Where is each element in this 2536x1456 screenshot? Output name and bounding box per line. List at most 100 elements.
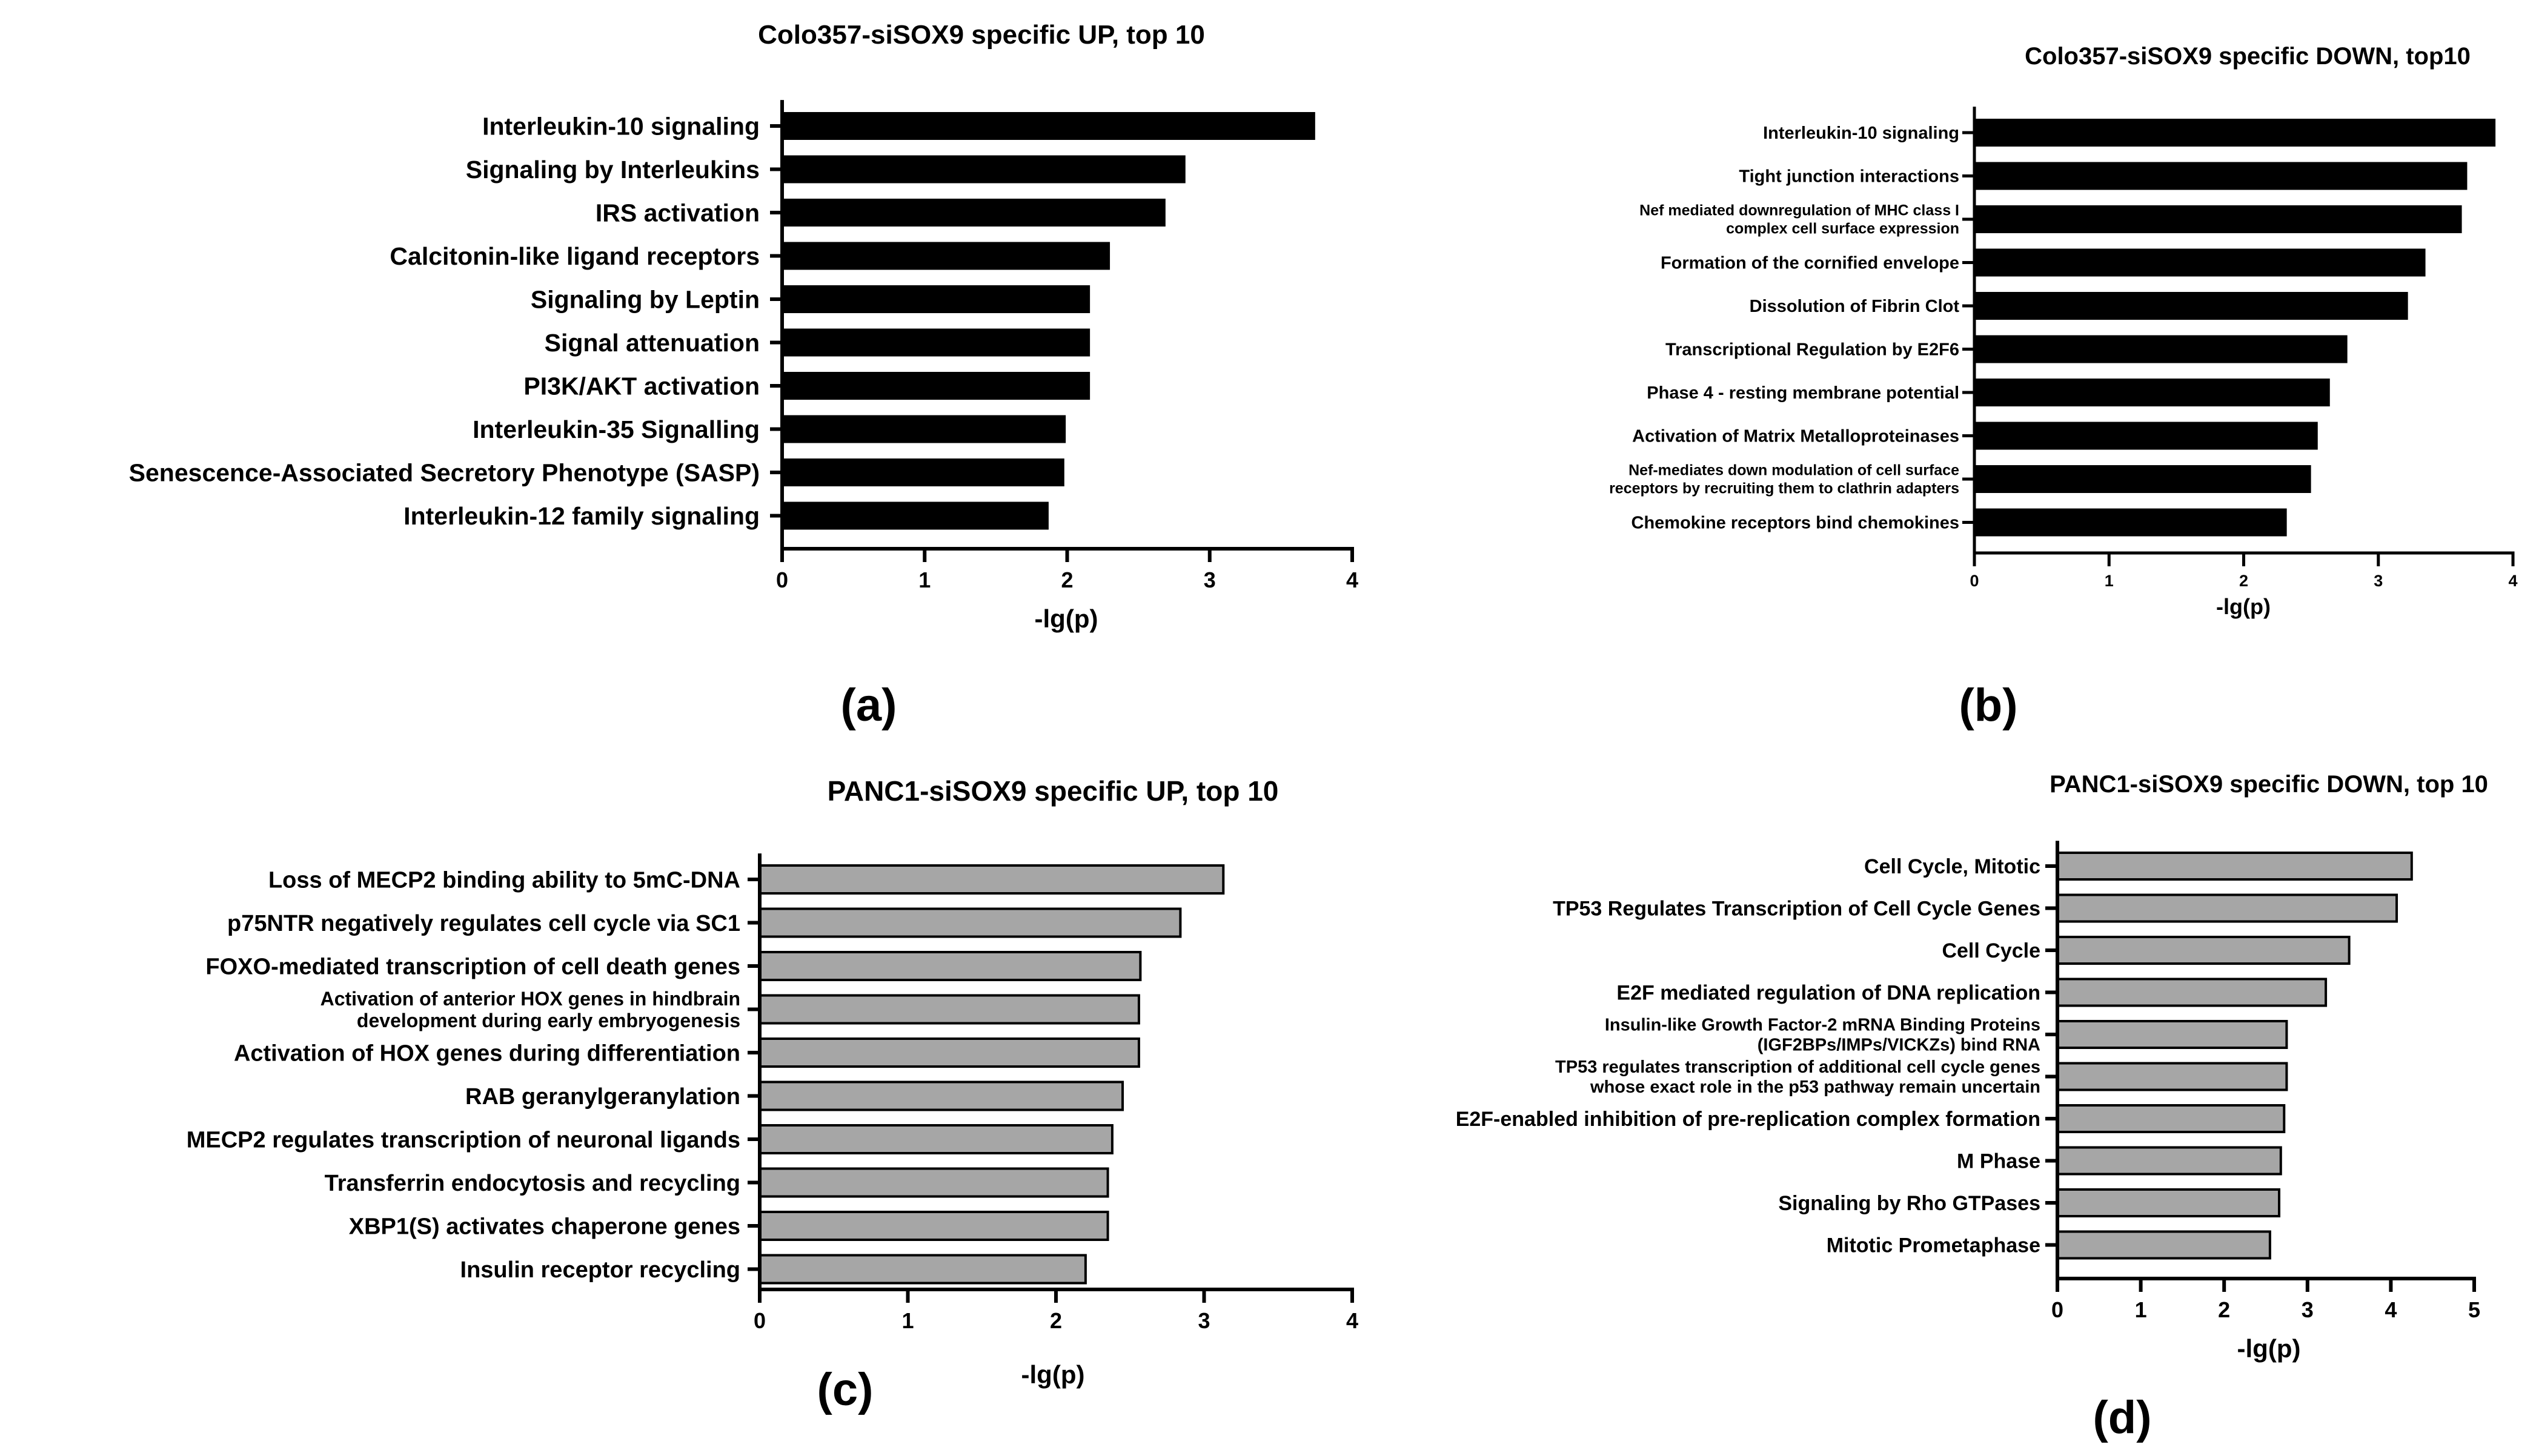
bar	[1974, 422, 2318, 450]
category-label: Interleukin-10 signaling	[482, 112, 760, 140]
bar	[758, 951, 1142, 981]
bar	[1974, 162, 2468, 190]
bar	[758, 1037, 1140, 1068]
chart-title: PANC1-siSOX9 specific UP, top 10	[828, 775, 1279, 807]
category-label: XBP1(S) activates chaperone genes	[349, 1214, 740, 1239]
chart-panel-3: PANC1-siSOX9 specific UP, top 10 Loss of …	[187, 775, 1358, 1415]
x-tick-label: 2	[1061, 568, 1073, 592]
bar	[2056, 936, 2351, 965]
bar	[1974, 465, 2311, 493]
bar	[2056, 1104, 2286, 1133]
category-label: Insulin receptor recycling	[460, 1257, 740, 1283]
panel-label: (d)	[2093, 1392, 2151, 1443]
x-tick-label: 2	[1050, 1308, 1062, 1333]
chart-title: Colo357-siSOX9 specific DOWN, top10	[2025, 43, 2471, 70]
category-label: Insulin-like Growth Factor-2 mRNA Bindin…	[1605, 1016, 2040, 1055]
category-label: Interleukin-12 family signaling	[403, 502, 760, 530]
x-tick-label: 0	[1970, 572, 1979, 590]
chart-title: PANC1-siSOX9 specific DOWN, top 10	[2050, 771, 2488, 798]
bar	[758, 994, 1140, 1025]
x-tick-label: 4	[1346, 1308, 1358, 1333]
bar	[1974, 508, 2287, 537]
x-tick-label: 3	[2302, 1297, 2314, 1322]
bar	[782, 112, 1315, 140]
bar	[2056, 1062, 2288, 1091]
bar	[1974, 292, 2408, 320]
category-label: Formation of the cornified envelope	[1661, 254, 1959, 273]
category-label: Activation of anterior HOX genes in hind…	[320, 988, 740, 1031]
category-label: Cell Cycle, Mitotic	[1864, 855, 2040, 878]
x-tick-label: 3	[2374, 572, 2383, 590]
chart-panel-4: PANC1-siSOX9 specific DOWN, top 10 Cell C…	[1456, 771, 2488, 1443]
category-label: Calcitonin-like ligand receptors	[390, 242, 760, 270]
bar	[758, 907, 1182, 938]
chart-panel-1: Colo357-siSOX9 specific UP, top 10 Interl…	[129, 20, 1358, 731]
bar	[1974, 119, 2496, 147]
bar	[758, 1254, 1087, 1285]
bar	[782, 155, 1186, 184]
x-tick-label: 4	[2508, 572, 2517, 590]
category-label: Transferrin endocytosis and recycling	[325, 1171, 740, 1196]
x-axis-title: -lg(p)	[1035, 604, 1098, 633]
bar	[2056, 1188, 2281, 1217]
category-label: Nef mediated downregulation of MHC class…	[1639, 202, 1959, 237]
x-tick-label: 0	[2051, 1297, 2063, 1322]
bar	[782, 285, 1090, 313]
bar	[1974, 379, 2330, 406]
category-label: Senescence-Associated Secretory Phenotyp…	[129, 458, 760, 486]
x-tick-label: 4	[2385, 1297, 2397, 1322]
category-label: PI3K/AKT activation	[523, 372, 760, 400]
category-label: Activation of HOX genes during different…	[234, 1041, 740, 1066]
category-label: Signaling by Interleukins	[466, 156, 760, 184]
bar	[782, 328, 1090, 357]
bar	[1974, 335, 2348, 363]
category-label: Loss of MECP2 binding ability to 5mC-DNA	[268, 867, 740, 893]
x-tick-label: 2	[2218, 1297, 2230, 1322]
panel-label: (a)	[841, 680, 897, 731]
bar	[758, 1080, 1124, 1111]
category-label: Tight junction interactions	[1739, 167, 1959, 187]
category-label: TP53 Regulates Transcription of Cell Cyc…	[1553, 897, 2040, 920]
bar	[782, 415, 1066, 443]
category-label: p75NTR negatively regulates cell cycle v…	[227, 911, 740, 936]
bar	[782, 501, 1049, 530]
bar	[782, 242, 1110, 270]
category-label: Phase 4 - resting membrane potential	[1647, 383, 1959, 403]
category-label: Interleukin-10 signaling	[1763, 124, 1959, 143]
bar	[2056, 1146, 2282, 1176]
bar	[2056, 1230, 2271, 1260]
chart-title: Colo357-siSOX9 specific UP, top 10	[758, 20, 1205, 50]
category-label: TP53 regulates transcription of addition…	[1555, 1057, 2040, 1097]
x-tick-label: 1	[901, 1308, 914, 1333]
x-tick-label: 2	[2239, 572, 2248, 590]
x-tick-label: 1	[918, 568, 931, 592]
category-label: E2F mediated regulation of DNA replicati…	[1616, 981, 2040, 1004]
x-tick-label: 3	[1198, 1308, 1210, 1333]
x-tick-label: 3	[1204, 568, 1216, 592]
x-axis-title: -lg(p)	[2237, 1334, 2301, 1363]
x-tick-label: 0	[754, 1308, 766, 1333]
category-label: Transcriptional Regulation by E2F6	[1665, 340, 1959, 360]
category-label: Interleukin-35 Signalling	[473, 415, 760, 443]
bar	[2056, 1020, 2288, 1049]
category-label: Dissolution of Fibrin Clot	[1750, 297, 1960, 316]
category-label: E2F-enabled inhibition of pre-replicatio…	[1456, 1108, 2040, 1131]
bar	[1974, 205, 2462, 233]
category-label: M Phase	[1957, 1150, 2040, 1173]
category-label: Nef-mediates down modulation of cell sur…	[1609, 462, 1959, 497]
bar	[1974, 248, 2426, 277]
x-tick-label: 4	[1346, 568, 1358, 592]
bar	[2056, 852, 2413, 881]
panel-label: (c)	[817, 1364, 874, 1415]
category-label: FOXO-mediated transcription of cell deat…	[205, 954, 740, 979]
x-axis-title: -lg(p)	[2216, 594, 2271, 619]
bar	[782, 199, 1166, 227]
category-label: Chemokine receptors bind chemokines	[1631, 514, 1959, 533]
category-label: Signaling by Rho GTPases	[1778, 1192, 2040, 1215]
category-label: Signal attenuation	[545, 329, 760, 357]
category-label: IRS activation	[596, 199, 760, 227]
x-tick-label: 1	[2135, 1297, 2147, 1322]
bar	[782, 458, 1064, 486]
bar	[2056, 893, 2398, 923]
